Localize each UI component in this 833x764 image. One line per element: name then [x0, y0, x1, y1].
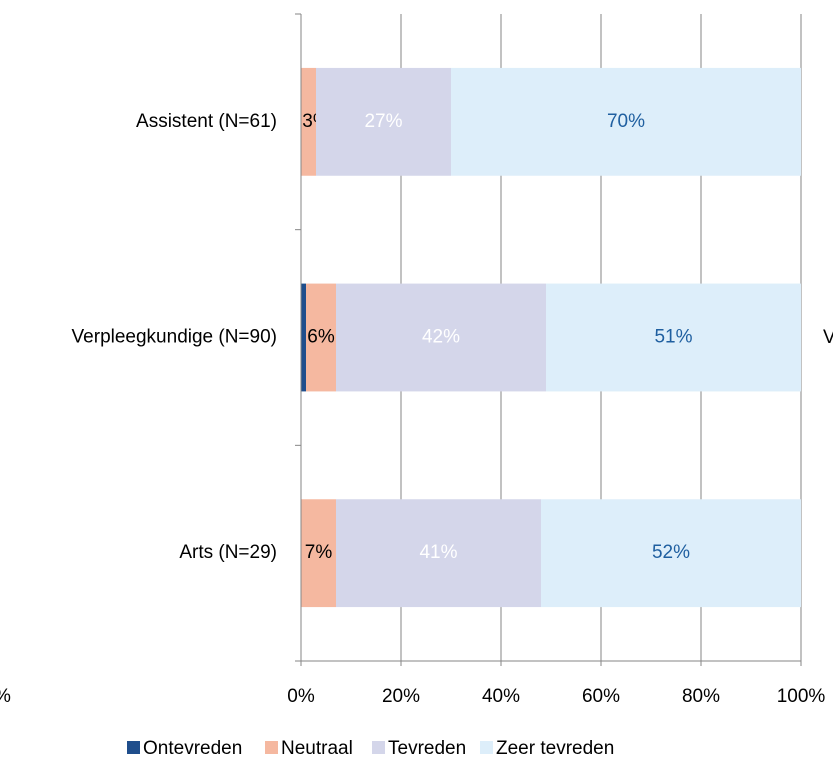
y-tick-label: Verpleegkundige (N=90)	[72, 327, 277, 348]
bar-segment	[451, 67, 801, 176]
value-label: 41%	[419, 542, 457, 563]
x-tick-label: 60%	[582, 686, 620, 707]
value-label: 52%	[652, 542, 690, 563]
x-tick-label: 0%	[287, 686, 315, 707]
x-tick-label: 80%	[682, 686, 720, 707]
bar-segment	[336, 499, 541, 608]
legend-swatch	[480, 741, 493, 754]
bar-segment	[301, 283, 306, 392]
legend-swatch	[127, 741, 140, 754]
bar-segment	[336, 283, 546, 392]
legend-label: Ontevreden	[143, 738, 242, 759]
value-label: 51%	[654, 327, 692, 348]
bar-segment	[301, 499, 336, 608]
bar-segment	[546, 283, 801, 392]
cropped-text: V	[823, 327, 833, 348]
bar-segment	[316, 67, 451, 176]
legend-label: Neutraal	[281, 738, 353, 759]
x-tick-label: 40%	[482, 686, 520, 707]
cropped-text: %	[0, 686, 11, 707]
value-label: 42%	[422, 327, 460, 348]
value-label: 27%	[364, 111, 402, 132]
value-label: 7%	[305, 542, 333, 563]
value-label: 70%	[607, 111, 645, 132]
bar-segment	[306, 283, 336, 392]
x-tick-label: 20%	[382, 686, 420, 707]
value-label: 6%	[307, 327, 335, 348]
bar-segment	[541, 499, 801, 608]
y-tick-label: Arts (N=29)	[179, 542, 277, 563]
bar-segment	[301, 67, 316, 176]
x-tick-label: 100%	[777, 686, 826, 707]
legend-label: Tevreden	[388, 738, 466, 759]
legend-swatch	[372, 741, 385, 754]
legend-label: Zeer tevreden	[496, 738, 614, 759]
legend-swatch	[265, 741, 278, 754]
y-tick-label: Assistent (N=61)	[136, 111, 277, 132]
